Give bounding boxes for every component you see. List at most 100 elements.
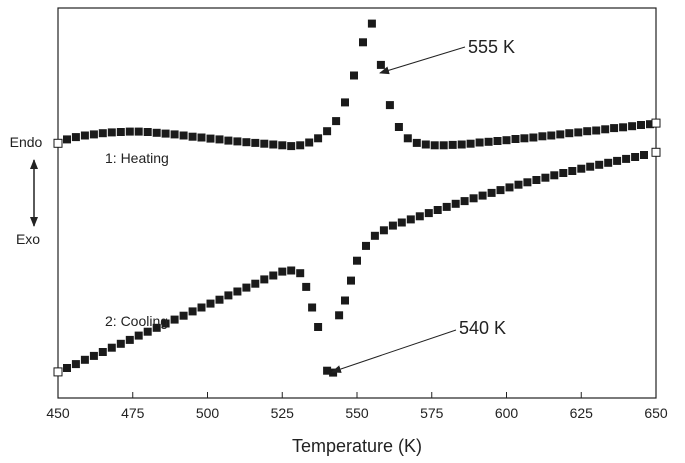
data-point xyxy=(152,128,161,137)
data-point xyxy=(125,127,134,136)
data-point xyxy=(421,140,430,149)
data-point xyxy=(637,121,645,129)
data-point xyxy=(511,135,520,143)
plot-frame xyxy=(57,7,657,399)
data-point xyxy=(379,226,388,235)
endo-label: Endo xyxy=(10,134,43,150)
data-point xyxy=(116,128,125,136)
data-point xyxy=(523,178,532,187)
data-point xyxy=(559,169,568,177)
data-point xyxy=(353,256,361,265)
data-point xyxy=(628,122,637,131)
data-point xyxy=(332,117,341,126)
data-point xyxy=(651,147,661,157)
x-tick-label: 450 xyxy=(46,405,70,421)
data-point xyxy=(134,331,143,340)
data-point xyxy=(640,151,648,159)
data-point xyxy=(412,138,421,147)
data-point xyxy=(260,275,269,284)
data-point xyxy=(278,267,287,276)
data-point xyxy=(314,134,323,143)
data-point xyxy=(385,101,394,110)
data-point xyxy=(170,315,179,324)
data-point xyxy=(125,335,134,344)
data-point xyxy=(568,167,577,175)
data-point xyxy=(397,218,406,227)
data-point xyxy=(329,368,338,377)
data-point xyxy=(631,153,640,161)
data-point xyxy=(80,355,89,364)
data-point xyxy=(532,176,541,184)
data-point xyxy=(478,191,487,200)
data-point xyxy=(529,133,538,142)
data-point xyxy=(224,136,233,145)
data-point xyxy=(442,202,451,211)
data-point xyxy=(116,339,125,348)
data-point xyxy=(403,134,412,143)
annotation-540k: 540 K xyxy=(459,318,506,338)
data-point xyxy=(451,199,460,208)
data-point xyxy=(376,60,385,69)
data-point xyxy=(188,132,197,141)
data-point xyxy=(502,136,511,145)
data-point xyxy=(493,137,502,145)
data-point xyxy=(496,186,505,195)
data-point xyxy=(547,131,556,140)
data-point xyxy=(302,282,311,291)
x-axis-title: Temperature (K) xyxy=(292,436,422,456)
exo-label: Exo xyxy=(16,231,40,247)
annotation-540k-arrow xyxy=(331,329,457,373)
data-point xyxy=(242,283,251,292)
data-point xyxy=(538,132,547,141)
data-point xyxy=(394,123,403,131)
series-label-heating: 1: Heating xyxy=(105,150,169,166)
data-point xyxy=(362,241,370,250)
data-point xyxy=(53,367,63,377)
data-point xyxy=(359,38,367,47)
data-point xyxy=(260,139,269,148)
data-point xyxy=(595,160,604,169)
data-point xyxy=(233,287,242,296)
data-point xyxy=(278,141,287,150)
data-point xyxy=(505,183,514,192)
data-point xyxy=(484,137,493,146)
data-point xyxy=(601,125,610,134)
data-point xyxy=(415,212,424,221)
x-axis-tick-labels: 450 475 500 525 550 575 600 625 650 xyxy=(46,405,668,421)
data-point xyxy=(574,128,583,137)
data-point xyxy=(604,158,613,167)
data-point xyxy=(251,138,260,147)
data-point xyxy=(197,133,206,142)
data-point xyxy=(457,140,466,149)
data-point xyxy=(323,366,332,375)
data-point xyxy=(305,138,314,147)
data-point xyxy=(341,98,349,107)
data-point xyxy=(430,141,439,150)
x-tick-label: 575 xyxy=(420,405,444,421)
x-tick-label: 650 xyxy=(644,405,668,421)
data-point xyxy=(98,129,107,138)
data-point xyxy=(287,266,296,275)
data-point xyxy=(179,311,188,320)
data-point xyxy=(89,130,98,139)
data-point xyxy=(439,141,448,150)
data-point xyxy=(71,360,80,369)
data-point xyxy=(215,295,224,304)
data-point xyxy=(287,142,296,151)
data-point xyxy=(71,133,80,142)
annotation-555k: 555 K xyxy=(468,37,515,57)
data-point xyxy=(475,138,484,147)
data-point xyxy=(269,140,278,149)
data-point xyxy=(134,127,143,136)
x-tick-label: 600 xyxy=(495,405,519,421)
x-axis-ticks xyxy=(57,392,657,398)
data-point xyxy=(296,141,305,150)
data-point xyxy=(63,364,71,372)
data-point xyxy=(577,164,586,173)
data-point xyxy=(251,279,260,288)
series-cooling xyxy=(53,147,661,377)
annotation-555k-arrow xyxy=(379,46,466,75)
data-point xyxy=(370,231,379,240)
data-point xyxy=(406,215,415,224)
